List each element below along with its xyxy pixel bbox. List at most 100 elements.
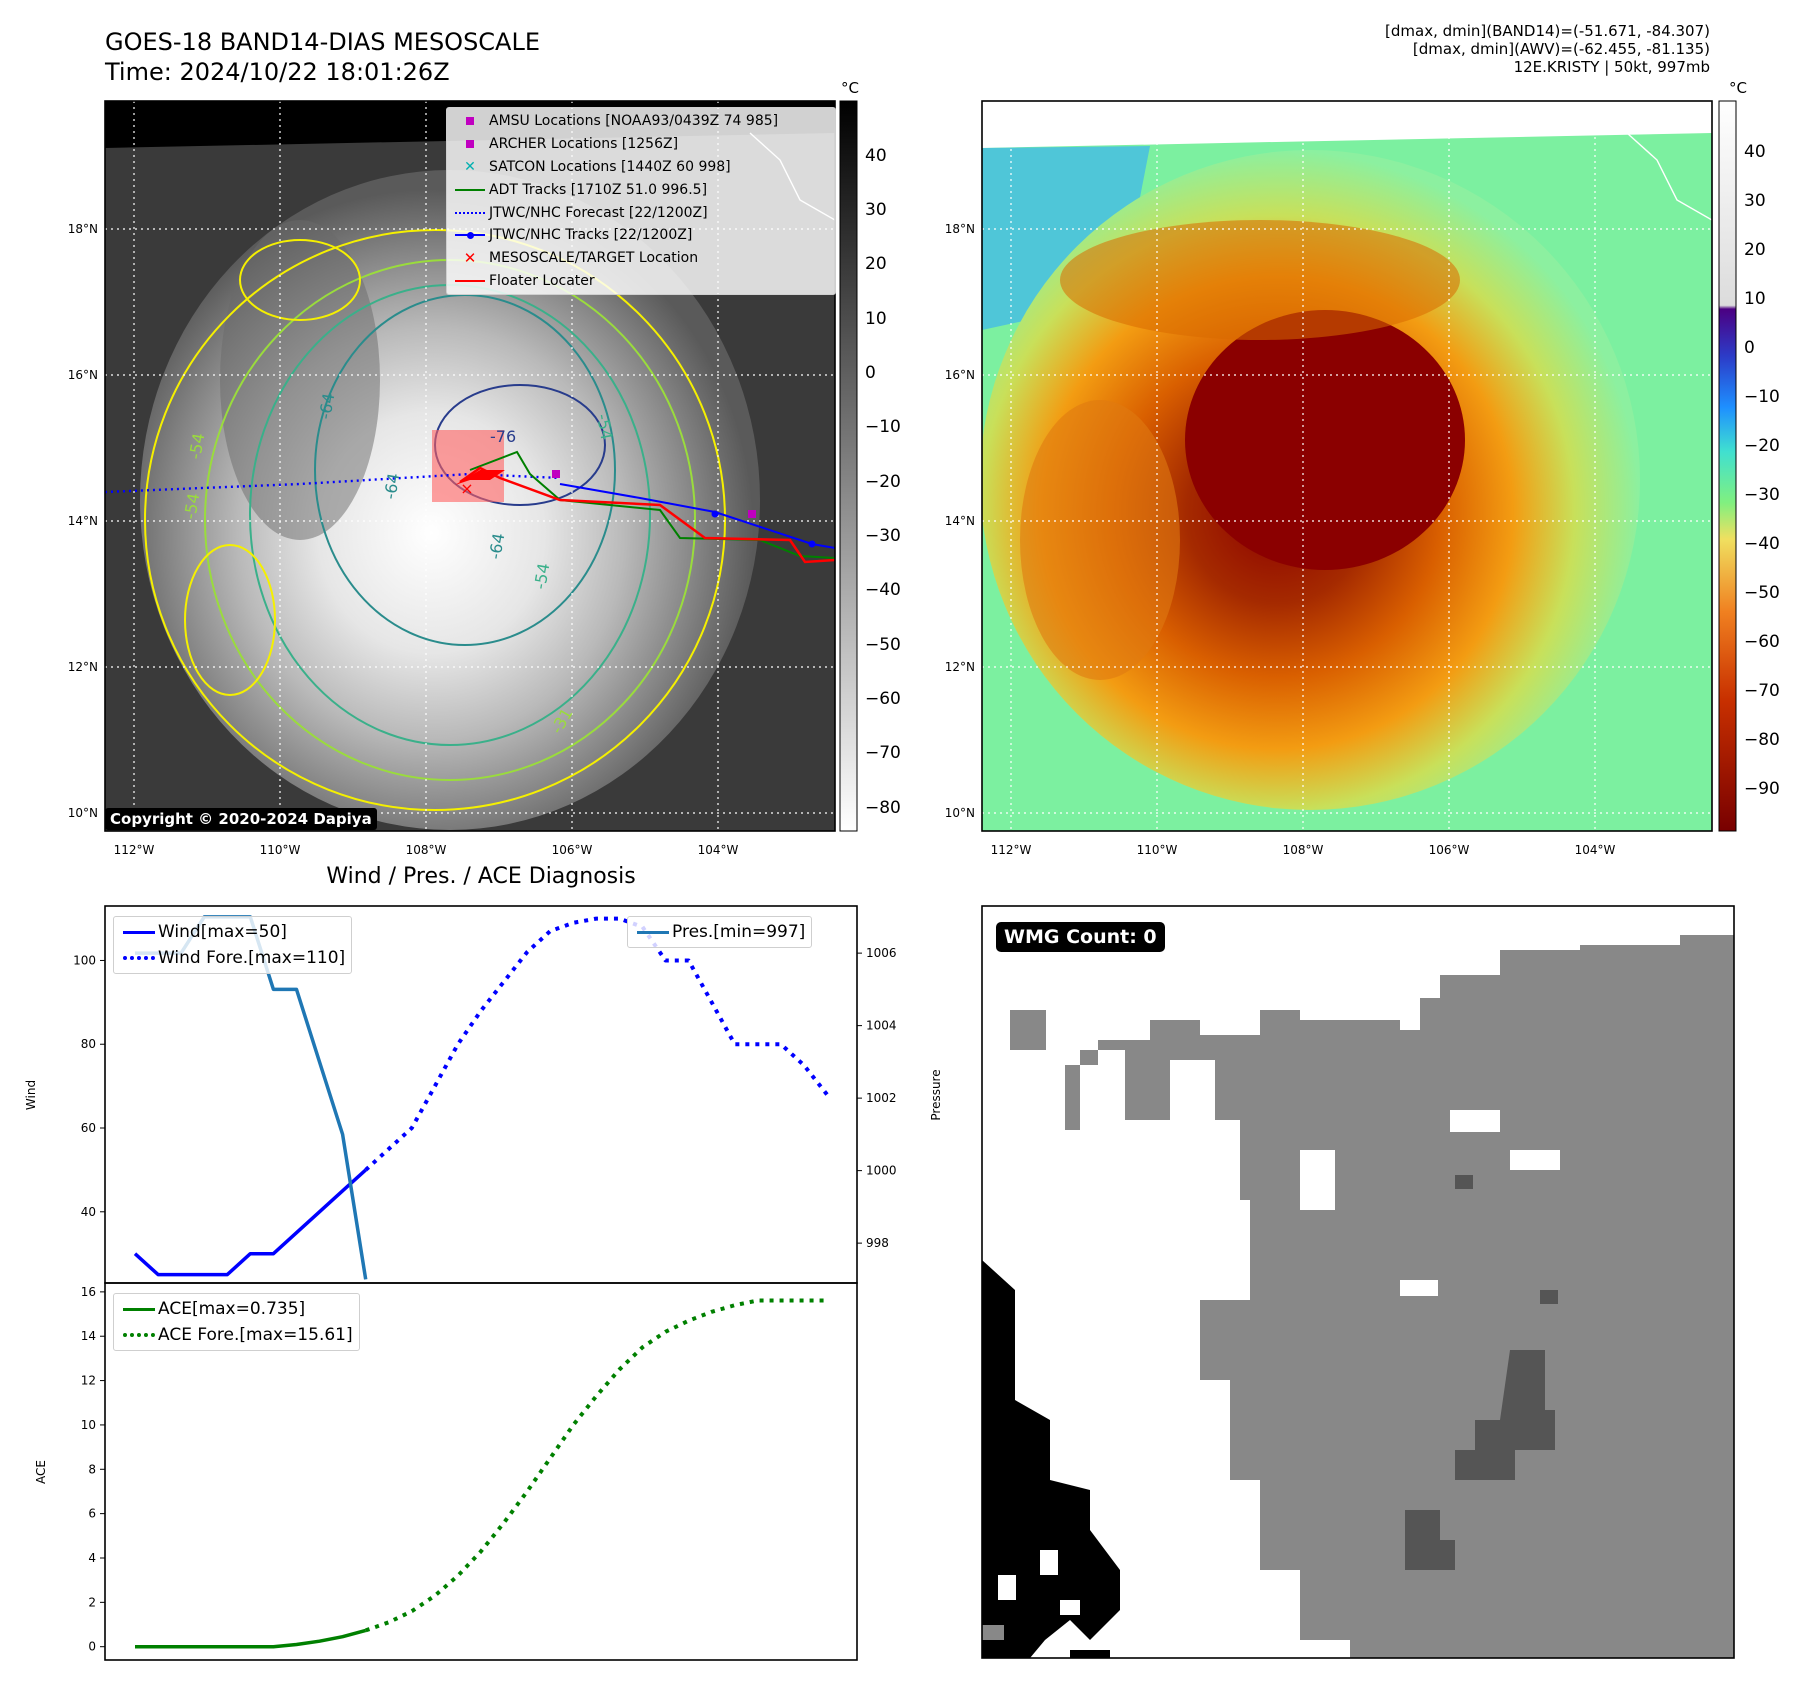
legend-item-wind-fore: Wind Fore.[max=110] xyxy=(120,945,345,971)
ir-lat-tick: 18°N xyxy=(68,222,98,236)
square-marker-icon xyxy=(451,133,489,155)
legend-label: ACE[max=0.735] xyxy=(158,1299,306,1319)
ir-lon-tick: 112°W xyxy=(114,843,155,857)
wind-forecast-series-line xyxy=(364,916,829,1172)
awv-colorbar xyxy=(1718,100,1737,832)
awv-axis-labels: 112°W 110°W 108°W 106°W 104°W 18°N 16°N … xyxy=(945,222,1616,857)
legend-label: ADT Tracks [1710Z 51.0 996.5] xyxy=(489,181,708,198)
awv-lon-tick: 106°W xyxy=(1429,843,1470,857)
y-tick-label: 12 xyxy=(81,1374,96,1388)
awv-lon-tick: 110°W xyxy=(1137,843,1178,857)
cross-marker-icon: ✕ xyxy=(464,158,476,175)
ir-cbar-tick: −70 xyxy=(865,743,901,763)
ir-lon-tick: 110°W xyxy=(260,843,301,857)
y-tick-label: 60 xyxy=(81,1121,96,1135)
legend-label: ARCHER Locations [1256Z] xyxy=(489,136,679,153)
legend-label: MESOSCALE/TARGET Location xyxy=(489,250,699,267)
ace-legend: ACE[max=0.735] ACE Fore.[max=15.61] xyxy=(113,1293,360,1351)
ir-lon-tick: 106°W xyxy=(552,843,593,857)
square-marker-icon xyxy=(451,110,489,132)
wmg-image xyxy=(982,906,1734,1658)
wind-legend: Wind[max=50] Wind Fore.[max=110] xyxy=(113,916,353,974)
ace-chart-frame xyxy=(104,1282,858,1661)
y-tick-label: 40 xyxy=(81,1205,96,1219)
awv-cbar-tick: −60 xyxy=(1744,632,1780,652)
awv-cbar-tick: −40 xyxy=(1744,534,1780,554)
figure-time: Time: 2024/10/22 18:01:26Z xyxy=(105,58,450,86)
ace-series-line xyxy=(135,1628,367,1649)
awv-cbar-tick: −80 xyxy=(1744,730,1780,750)
ir-colorbar-unit: °C xyxy=(841,79,859,97)
info-awv-range: [dmax, dmin](AWV)=(-62.455, -81.135) xyxy=(1412,40,1710,58)
dotted-line-icon xyxy=(120,1324,158,1346)
svg-text:×: × xyxy=(460,479,473,498)
awv-cbar-tick: −20 xyxy=(1744,436,1780,456)
contour-label: -54 xyxy=(530,562,553,591)
ir-cbar-tick: −40 xyxy=(865,580,901,600)
awv-lon-tick: 112°W xyxy=(991,843,1032,857)
dotted-line-icon xyxy=(451,202,489,224)
y-tick-label: 80 xyxy=(81,1037,96,1051)
awv-frame xyxy=(981,100,1713,832)
line-marker-icon xyxy=(634,921,672,943)
awv-cbar-tick: −70 xyxy=(1744,681,1780,701)
y-tick-label: 10 xyxy=(81,1418,96,1432)
ir-lat-tick: 10°N xyxy=(68,806,98,820)
info-storm: 12E.KRISTY | 50kt, 997mb xyxy=(1513,58,1710,76)
contour-label: -64 xyxy=(380,472,403,501)
wind-series-line xyxy=(133,1168,367,1277)
line-marker-icon xyxy=(120,1298,158,1320)
legend-label: JTWC/NHC Tracks [22/1200Z] xyxy=(489,227,693,244)
y-tick-label: 6 xyxy=(88,1507,96,1521)
y-tick-label: 100 xyxy=(73,953,96,967)
legend-item-pressure: Pres.[min=997] xyxy=(634,919,805,945)
awv-cbar-tick: −50 xyxy=(1744,583,1780,603)
contour-label: -54 xyxy=(185,432,208,461)
awv-colorbar-unit: °C xyxy=(1729,79,1747,97)
awv-lat-tick: 16°N xyxy=(945,368,975,382)
line-marker-icon xyxy=(120,921,158,943)
awv-colorbar-ticks: °C 40 30 20 10 0 −10 −20 −30 −40 −50 −60… xyxy=(1729,79,1780,799)
wmg-frame xyxy=(981,905,1735,1659)
awv-cbar-tick: 0 xyxy=(1744,338,1755,358)
ir-legend: AMSU Locations [NOAA93/0439Z 74 985] ARC… xyxy=(446,107,836,296)
ir-lat-tick: 12°N xyxy=(68,660,98,674)
wmg-count-badge: WMG Count: 0 xyxy=(996,922,1165,952)
y-tick-label: 4 xyxy=(88,1551,96,1565)
ir-colorbar-ticks: °C 40 30 20 10 0 −10 −20 −30 −40 −50 −60… xyxy=(841,79,901,818)
awv-lon-tick: 108°W xyxy=(1283,843,1324,857)
legend-item-wind: Wind[max=50] xyxy=(120,919,345,945)
legend-label: Wind[max=50] xyxy=(158,922,287,942)
contour-label: -64 xyxy=(485,532,508,561)
pressure-legend: Pres.[min=997] xyxy=(627,916,813,948)
ir-cbar-tick: 10 xyxy=(865,309,887,329)
ir-cbar-tick: 30 xyxy=(865,200,887,220)
wind-ylabel: Wind xyxy=(24,1080,38,1110)
ace-forecast-series-line xyxy=(365,1298,827,1633)
awv-image xyxy=(982,101,1712,831)
figure-title: GOES-18 BAND14-DIAS MESOSCALE xyxy=(105,28,541,56)
ir-colorbar xyxy=(839,100,858,832)
y-tick-label: 16 xyxy=(81,1285,96,1299)
y-tick-label: 998 xyxy=(866,1236,889,1250)
awv-cbar-tick: −90 xyxy=(1744,779,1780,799)
awv-cbar-tick: 40 xyxy=(1744,142,1766,162)
ace-ylabel: ACE xyxy=(34,1460,48,1484)
ir-lat-tick: 16°N xyxy=(68,368,98,382)
legend-item-ace: ACE[max=0.735] xyxy=(120,1296,353,1322)
ir-cbar-tick: −50 xyxy=(865,635,901,655)
y-tick-label: 1000 xyxy=(866,1164,897,1178)
awv-cbar-tick: 10 xyxy=(1744,289,1766,309)
ir-cbar-tick: 0 xyxy=(865,363,876,383)
awv-cbar-tick: −30 xyxy=(1744,485,1780,505)
y-tick-label: 1002 xyxy=(866,1091,897,1105)
awv-lon-tick: 104°W xyxy=(1575,843,1616,857)
y-tick-label: 1004 xyxy=(866,1019,897,1033)
pressure-ylabel: Pressure xyxy=(929,1069,943,1120)
ir-cbar-tick: −30 xyxy=(865,526,901,546)
awv-lat-tick: 10°N xyxy=(945,806,975,820)
legend-label: ACE Fore.[max=15.61] xyxy=(158,1325,353,1345)
awv-cbar-tick: −10 xyxy=(1744,387,1780,407)
